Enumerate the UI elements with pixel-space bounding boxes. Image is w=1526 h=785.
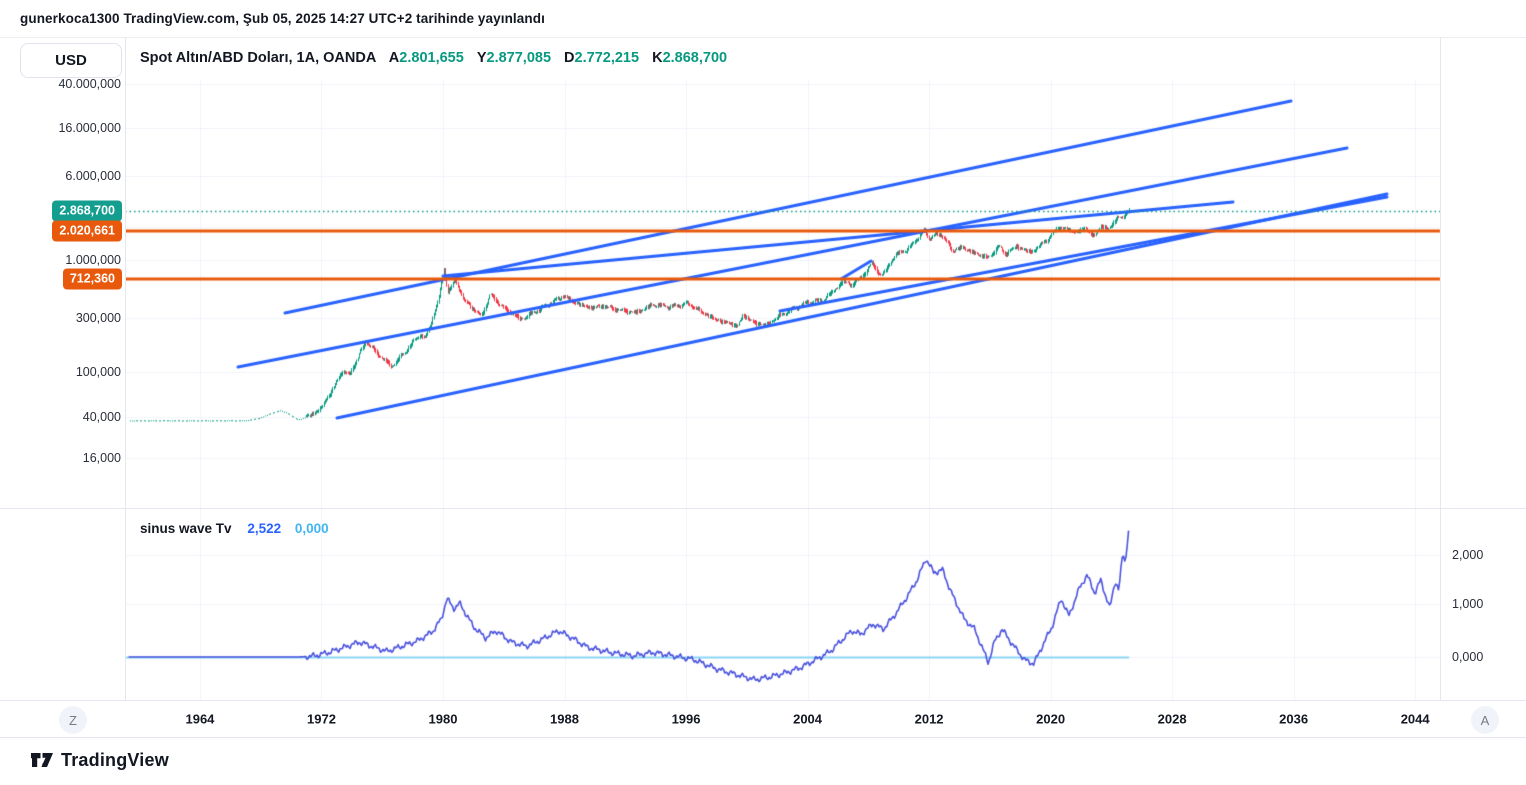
price-level-badge[interactable]: 712,360	[62, 268, 122, 290]
left-price-scale-divider	[125, 37, 126, 738]
indicator-tick-label: 0,000	[1452, 650, 1484, 664]
time-axis-year: 2036	[1279, 711, 1309, 727]
indicator-value-main: 2,522	[247, 521, 282, 536]
symbol-legend[interactable]: Spot Altın/ABD Doları, 1A, OANDA A2.801,…	[140, 50, 727, 66]
time-axis-year: 1972	[307, 711, 336, 727]
time-axis-year: 1980	[428, 711, 458, 727]
price-tick-label: 40,000	[82, 410, 121, 424]
right-price-scale-divider	[1440, 37, 1441, 738]
currency-button[interactable]: USD	[20, 43, 122, 78]
price-tick-label: 1.000,000	[65, 253, 121, 267]
price-tick-label: 300,000	[75, 311, 121, 325]
price-tick-label: 16.000,000	[58, 121, 121, 135]
scale-reset-a-button[interactable]: A	[1471, 706, 1499, 734]
ohlc-low: D2.772,215	[564, 50, 640, 66]
time-axis-year: 2004	[793, 711, 823, 727]
symbol-title: Spot Altın/ABD Doları, 1A, OANDA	[140, 50, 376, 66]
price-tick-label: 16,000	[82, 451, 121, 465]
time-axis-year: 1988	[550, 711, 579, 727]
indicator-tick-label: 1,000	[1452, 597, 1484, 611]
footer-brand-text: TradingView	[61, 749, 169, 770]
ohlc-high: Y2.877,085	[476, 50, 552, 66]
indicator-value-secondary: 0,000	[294, 521, 329, 536]
price-level-badge[interactable]: 2.868,700	[52, 200, 122, 222]
indicator-legend[interactable]: sinus wave Tv 2,522 0,000	[140, 521, 329, 536]
time-axis-year: 2020	[1036, 711, 1066, 727]
time-axis-year: 2028	[1157, 711, 1187, 727]
footer-brand[interactable]: TradingView	[30, 748, 169, 772]
pane-divider[interactable]	[0, 508, 1526, 509]
time-axis-year: 2012	[914, 711, 944, 727]
price-tick-label: 6.000,000	[65, 169, 121, 183]
indicator-name: sinus wave Tv	[140, 521, 232, 536]
tradingview-logo-icon	[31, 753, 53, 767]
ohlc-close: K2.868,700	[652, 50, 728, 66]
time-axis-year: 1964	[185, 711, 215, 727]
price-tick-label: 40.000,000	[58, 77, 121, 91]
time-axis-year: 1996	[671, 711, 701, 727]
price-tick-label: 100,000	[75, 365, 121, 379]
time-axis[interactable]: Z 1964 1972 1980 1988 1996 2004 2012 2020 2028 20…	[0, 700, 1526, 738]
price-level-badge[interactable]: 2.020,661	[52, 220, 122, 242]
time-axis-year: 2044	[1400, 711, 1430, 727]
scale-reset-z-button[interactable]: Z	[59, 706, 87, 734]
indicator-tick-label: 2,000	[1452, 548, 1484, 562]
ohlc-open: A2.801,655	[388, 50, 464, 66]
